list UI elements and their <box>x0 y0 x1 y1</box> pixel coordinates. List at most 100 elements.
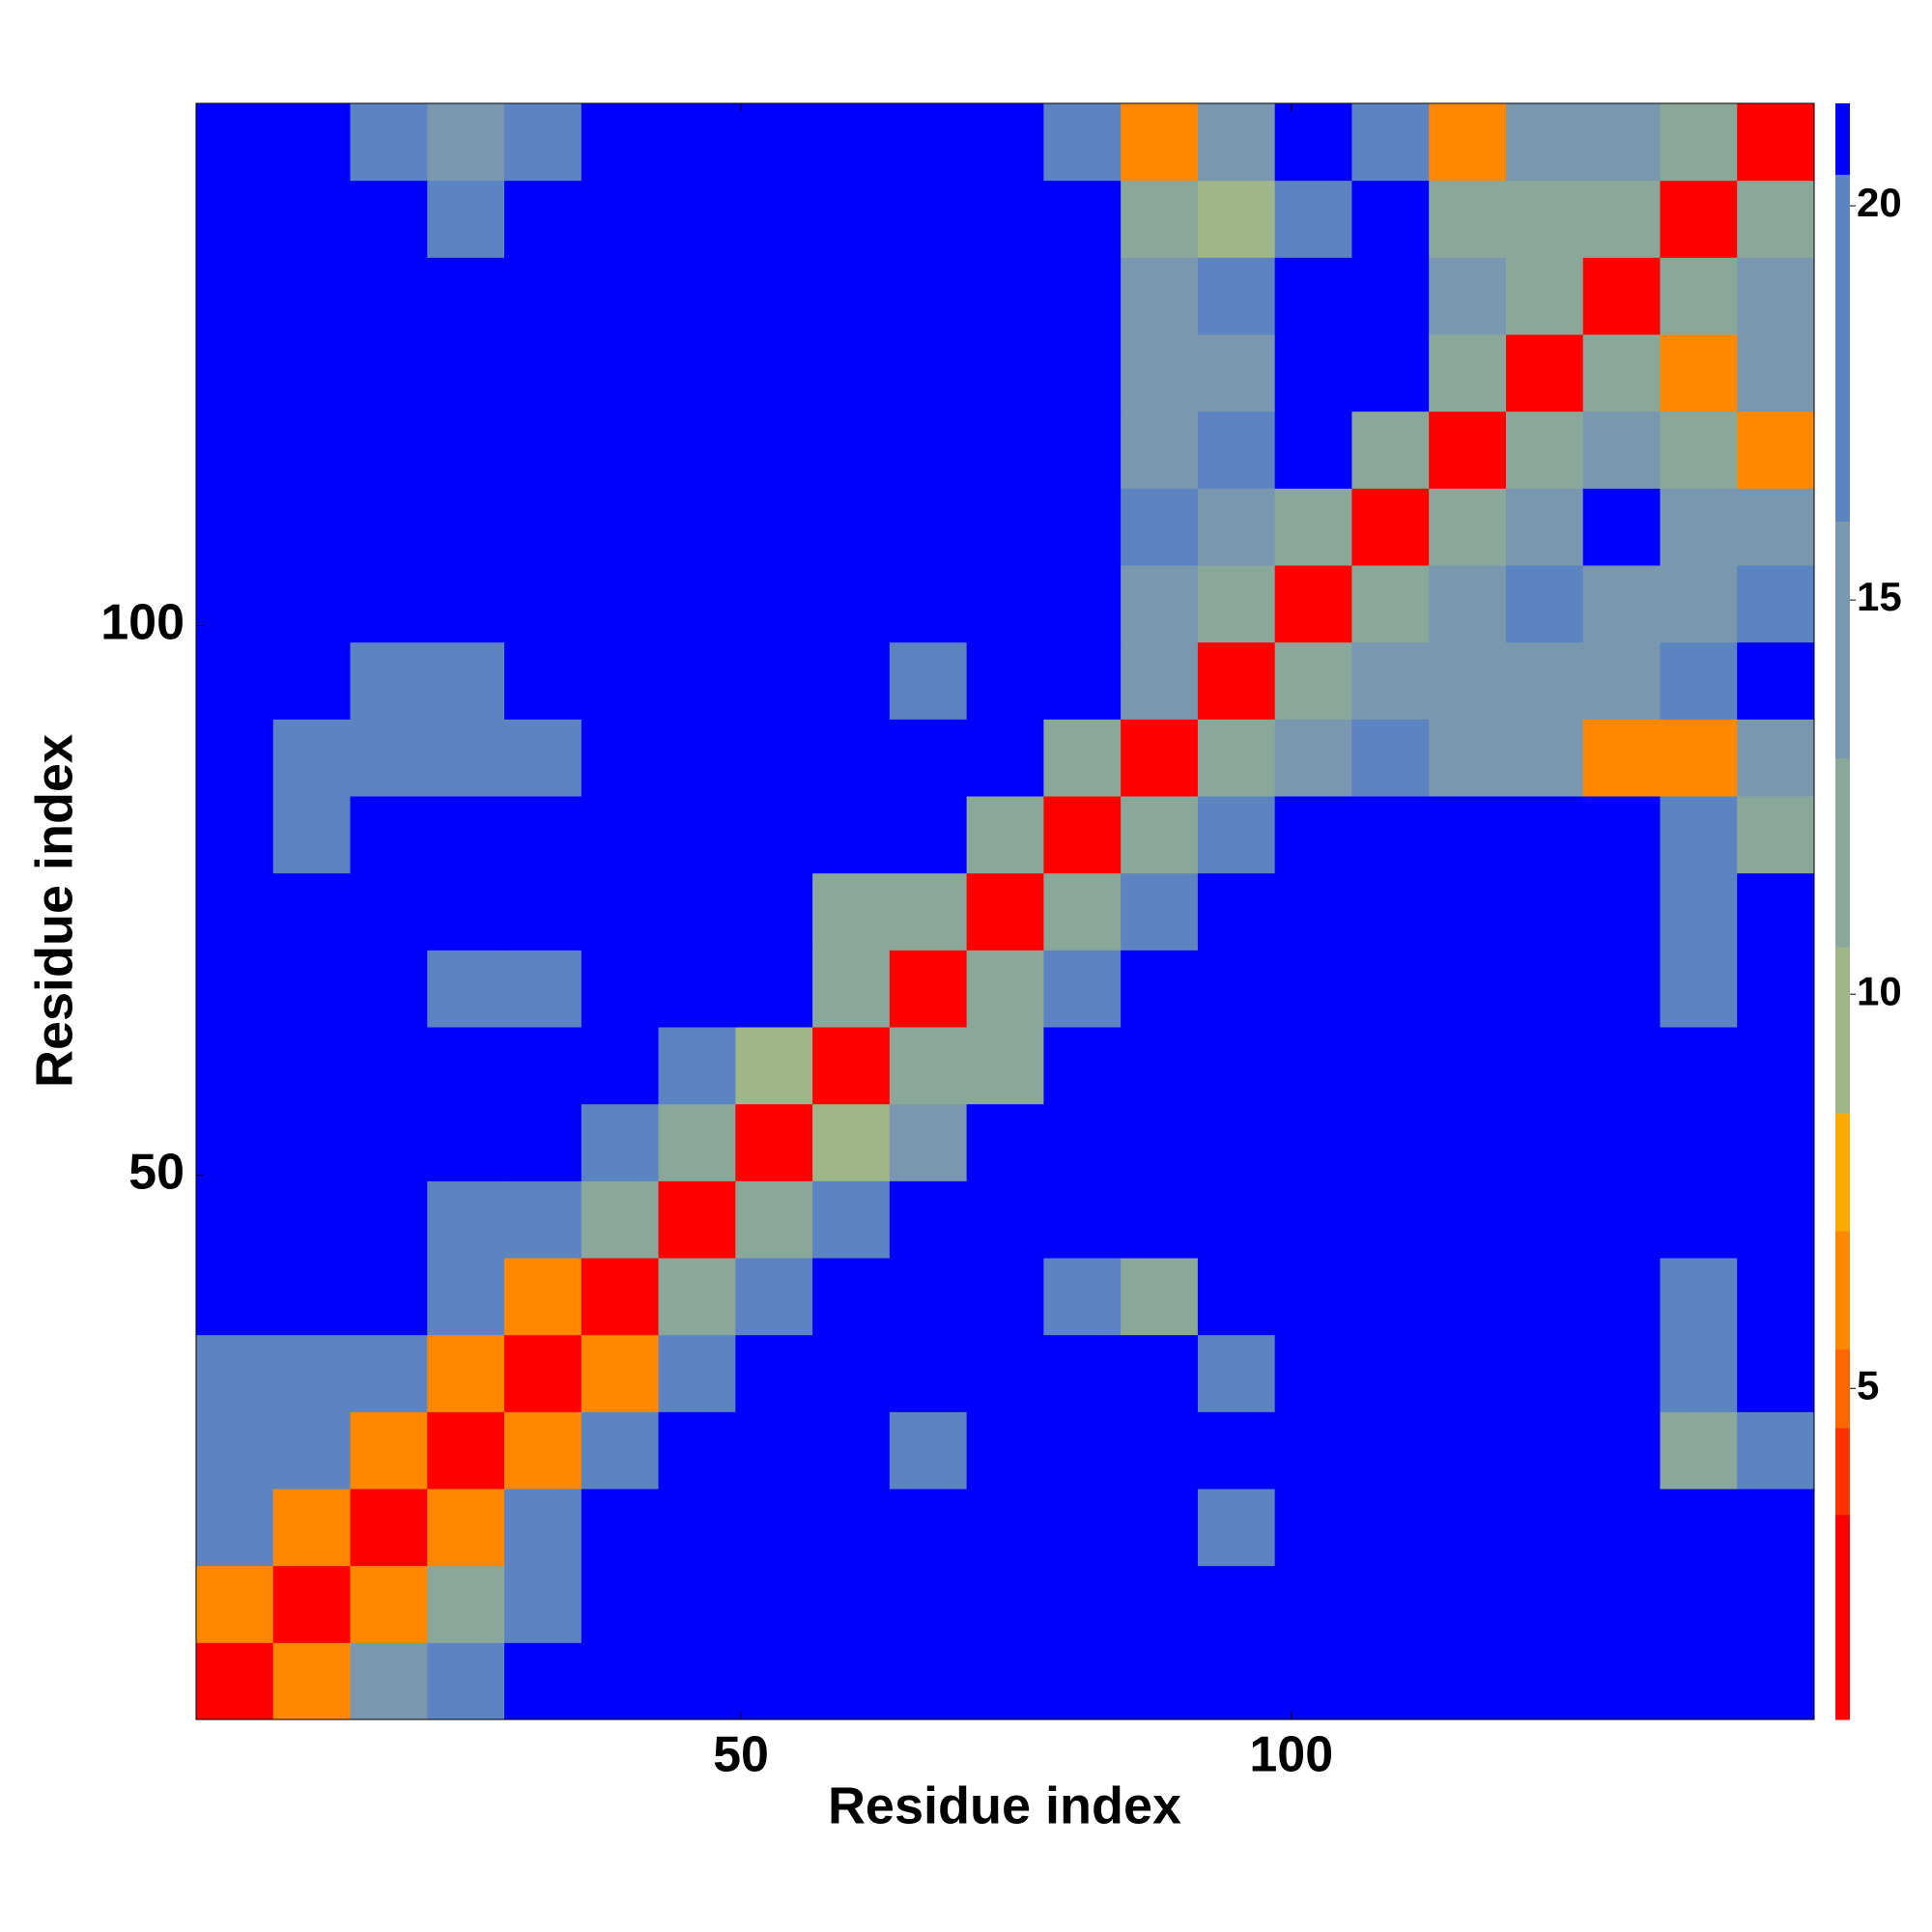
heatmap-cell <box>350 257 428 335</box>
heatmap-cell <box>658 488 736 566</box>
heatmap-cell <box>504 641 582 720</box>
heatmap-cell <box>735 719 813 797</box>
heatmap-cell <box>272 1411 352 1490</box>
heatmap-cell <box>735 488 813 566</box>
heatmap-cell <box>1197 1180 1276 1259</box>
heatmap-cell <box>272 641 352 720</box>
heatmap-cell <box>1351 1027 1430 1105</box>
heatmap-cell <box>1660 1180 1738 1259</box>
heatmap-cell <box>1197 1411 1276 1490</box>
heatmap-cell <box>1043 411 1122 489</box>
heatmap-cell <box>427 872 505 951</box>
heatmap-cell <box>966 411 1044 489</box>
heatmap-cell <box>581 1180 660 1259</box>
heatmap-cell <box>658 1103 736 1181</box>
heatmap-cell <box>735 950 813 1028</box>
heatmap-cell <box>658 257 736 335</box>
heatmap-cell <box>812 488 891 566</box>
heatmap-cell <box>581 719 660 797</box>
colorbar-tick-label: 20 <box>1857 180 1902 225</box>
heatmap-cell <box>889 872 968 951</box>
heatmap-cell <box>427 411 505 489</box>
heatmap-cell <box>1737 334 1815 412</box>
heatmap-cell <box>504 1642 582 1720</box>
heatmap-cell <box>1582 719 1661 797</box>
heatmap-cell <box>1043 1334 1122 1412</box>
heatmap-cell <box>1429 1103 1507 1181</box>
heatmap-cell <box>272 1027 352 1105</box>
heatmap-cell <box>1121 103 1199 182</box>
heatmap-cell <box>272 411 352 489</box>
heatmap-cell <box>1737 1642 1815 1720</box>
heatmap-cell <box>504 1334 582 1412</box>
heatmap-cell <box>1429 103 1507 182</box>
heatmap-cell <box>196 796 274 874</box>
colorbar-tick-label: 5 <box>1857 1362 1879 1407</box>
heatmap-cell <box>812 1334 891 1412</box>
heatmap-cell <box>581 1334 660 1412</box>
heatmap-cell <box>1505 1027 1584 1105</box>
heatmap-cell <box>1274 1489 1352 1567</box>
heatmap-cell <box>1351 565 1430 643</box>
heatmap-cell <box>1429 257 1507 335</box>
heatmap-cell <box>196 1334 274 1412</box>
heatmap-cell <box>735 1565 813 1643</box>
heatmap-cell <box>1274 411 1352 489</box>
heatmap-cell <box>812 1027 891 1105</box>
heatmap-cell <box>1274 180 1352 258</box>
heatmap-cell <box>504 1180 582 1259</box>
heatmap-cell <box>581 488 660 566</box>
heatmap-cell <box>1660 1642 1738 1720</box>
heatmap-cell <box>1505 180 1584 258</box>
heatmap-cell <box>196 1642 274 1720</box>
heatmap-cell <box>1043 180 1122 258</box>
heatmap-cell <box>1582 411 1661 489</box>
heatmap-cell <box>1660 257 1738 335</box>
colorbar-segment <box>1835 947 1850 1114</box>
heatmap-cell <box>812 719 891 797</box>
heatmap-cell <box>1121 565 1199 643</box>
heatmap-cell <box>1197 565 1276 643</box>
heatmap-cell <box>1582 872 1661 951</box>
heatmap-cell <box>1737 257 1815 335</box>
heatmap-cell <box>427 257 505 335</box>
heatmap-cell <box>350 180 428 258</box>
heatmap-cell <box>427 641 505 720</box>
heatmap-cell <box>658 1642 736 1720</box>
heatmap-cell <box>196 950 274 1028</box>
heatmap-cell <box>1505 103 1584 182</box>
heatmap-cell <box>272 257 352 335</box>
heatmap-cell <box>196 1565 274 1643</box>
heatmap-cell <box>1582 180 1661 258</box>
heatmap-cell <box>1429 641 1507 720</box>
heatmap-cell <box>581 334 660 412</box>
heatmap-cell <box>350 1489 428 1567</box>
heatmap-cell <box>196 488 274 566</box>
heatmap-cell <box>966 103 1044 182</box>
heatmap-cell <box>350 1565 428 1643</box>
heatmap-cell <box>581 565 660 643</box>
heatmap-cell <box>1121 796 1199 874</box>
heatmap-cell <box>1737 1180 1815 1259</box>
heatmap-cell <box>1582 103 1661 182</box>
heatmap-cell <box>889 411 968 489</box>
heatmap-cell <box>504 257 582 335</box>
heatmap-cell <box>658 950 736 1028</box>
heatmap-cell <box>889 1027 968 1105</box>
heatmap-cell <box>1660 950 1738 1028</box>
heatmap-cell <box>889 1489 968 1567</box>
heatmap-cell <box>1660 411 1738 489</box>
heatmap-cell <box>1197 719 1276 797</box>
heatmap-cell <box>1429 1334 1507 1412</box>
heatmap-cell <box>1351 1565 1430 1643</box>
heatmap-cell <box>196 1027 274 1105</box>
heatmap-cell <box>1043 1180 1122 1259</box>
heatmap-cell <box>1351 1103 1430 1181</box>
heatmap-cell <box>581 411 660 489</box>
heatmap-cell <box>658 180 736 258</box>
heatmap-cell <box>581 103 660 182</box>
heatmap-cell <box>1197 1489 1276 1567</box>
heatmap-cell <box>966 1565 1044 1643</box>
heatmap-cell <box>350 103 428 182</box>
